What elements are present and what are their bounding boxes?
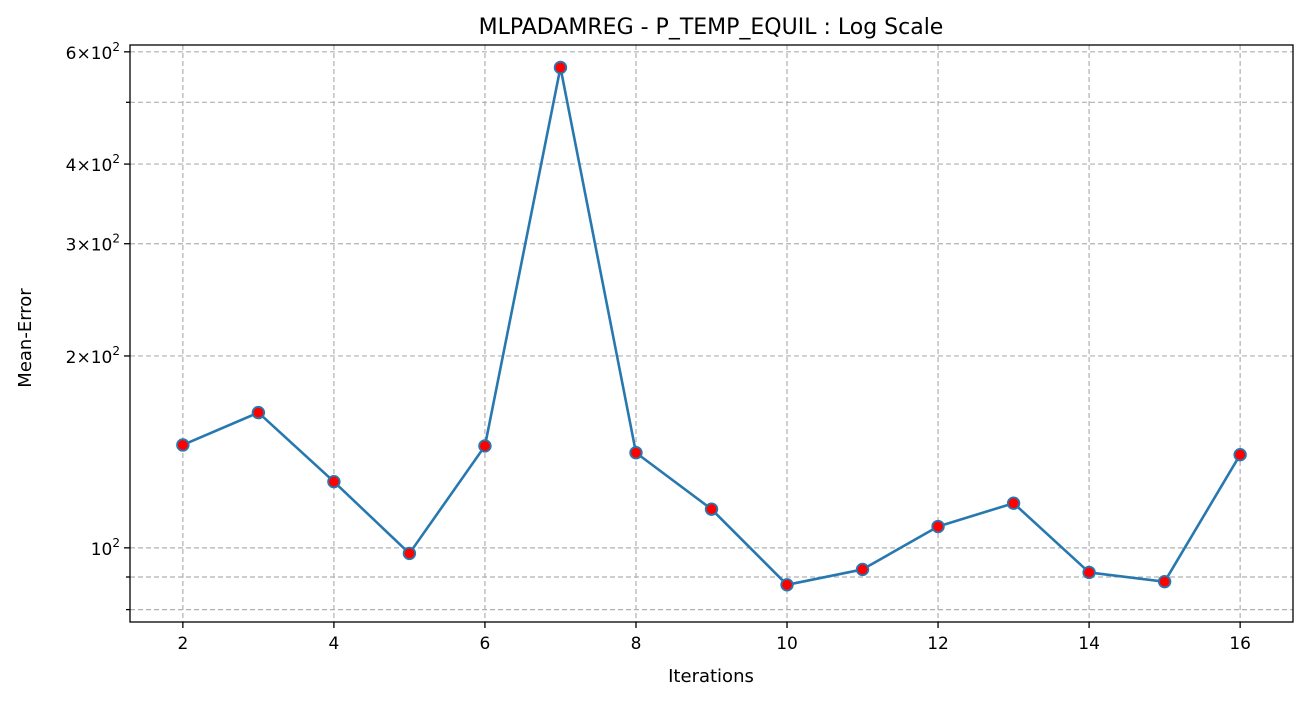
x-tick-label: 10: [776, 634, 798, 654]
data-point: [1082, 565, 1096, 580]
data-point: [327, 474, 341, 489]
x-tick-label: 14: [1078, 634, 1100, 654]
data-point: [1157, 574, 1172, 589]
series-layer: [176, 60, 1247, 592]
y-axis-ticks: 102 2×102 3×102 4×102 6×102: [66, 40, 130, 611]
y-tick-label: 2×102: [66, 344, 120, 368]
y-axis-label: Mean-Error: [15, 288, 36, 388]
data-point: [478, 439, 492, 453]
x-tick-label: 6: [480, 634, 491, 654]
data-point: [629, 446, 643, 460]
data-point: [553, 60, 568, 75]
grid-lines: [130, 45, 1293, 622]
data-point: [780, 578, 794, 592]
x-axis-label: Iterations: [668, 666, 754, 687]
plot-frame: [129, 44, 1294, 623]
y-tick-label: 3×102: [66, 232, 120, 256]
x-tick-label: 4: [328, 634, 339, 654]
data-point: [176, 438, 190, 452]
data-point: [931, 519, 945, 534]
data-point: [251, 405, 266, 420]
y-tick-label: 4×102: [66, 152, 120, 176]
x-tick-label: 16: [1229, 634, 1251, 654]
data-point: [855, 562, 870, 577]
data-point: [1233, 447, 1247, 462]
x-tick-label: 8: [631, 634, 642, 654]
x-tick-label: 2: [177, 634, 188, 654]
y-tick-label: 102: [91, 536, 120, 560]
data-point: [402, 546, 417, 561]
data-point: [704, 502, 719, 516]
chart-title: MLPADAMREG - P_TEMP_EQUIL : Log Scale: [479, 15, 944, 40]
y-tick-label: 6×102: [66, 40, 120, 64]
x-tick-label: 12: [927, 634, 949, 654]
x-axis-ticks: 2 4 6 8 10 12 14 16: [177, 622, 1251, 654]
data-point: [1006, 496, 1021, 510]
